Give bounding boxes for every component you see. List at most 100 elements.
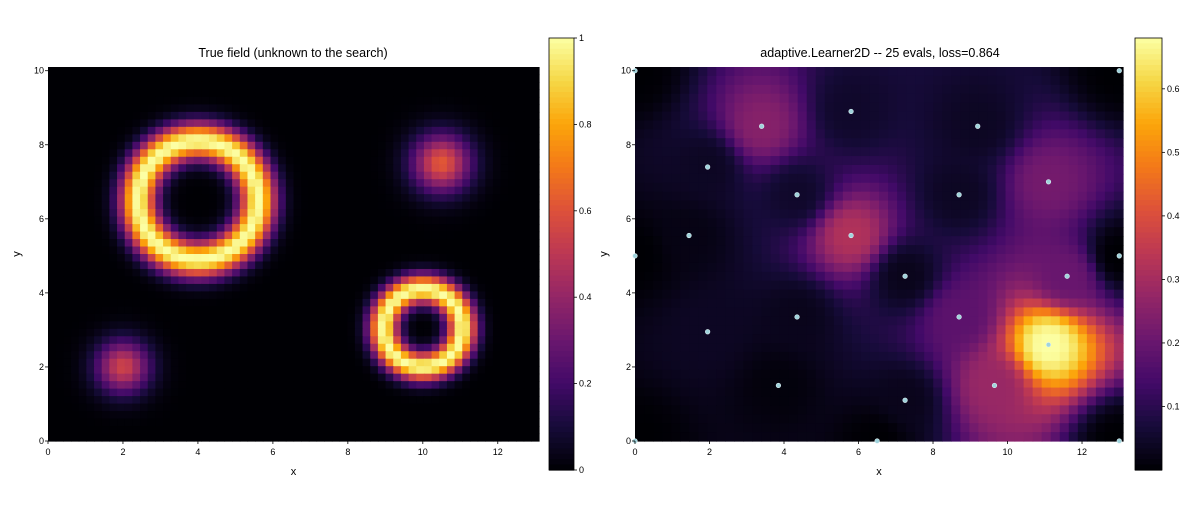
heatmap-cell <box>347 321 355 329</box>
heatmap-cell <box>148 149 156 157</box>
heatmap-cell <box>951 156 961 166</box>
colorbar-step <box>549 421 574 427</box>
heatmap-cell <box>439 359 447 367</box>
heatmap-cell <box>63 209 71 217</box>
heatmap-cell <box>478 359 486 367</box>
heatmap-cell <box>148 224 156 232</box>
heatmap-cell <box>644 112 654 122</box>
heatmap-cell <box>716 156 726 166</box>
heatmap-cell <box>1006 85 1016 95</box>
heatmap-cell <box>393 119 401 127</box>
heatmap-cell <box>1033 281 1043 291</box>
heatmap-cell <box>56 187 64 195</box>
heatmap-cell <box>224 157 232 165</box>
heatmap-cell <box>432 239 440 247</box>
heatmap-cell <box>263 291 271 299</box>
heatmap-cell <box>516 89 524 97</box>
heatmap-cell <box>117 284 125 292</box>
heatmap-cell <box>56 359 64 367</box>
heatmap-cell <box>807 209 817 219</box>
heatmap-cell <box>653 94 663 104</box>
heatmap-cell <box>186 366 194 374</box>
heatmap-cell <box>286 179 294 187</box>
heatmap-cell <box>996 316 1006 326</box>
heatmap-cell <box>56 419 64 427</box>
heatmap-cell <box>816 263 826 273</box>
heatmap-cell <box>240 202 248 210</box>
heatmap-cell <box>247 396 255 404</box>
heatmap-cell <box>707 183 717 193</box>
heatmap-cell <box>524 119 532 127</box>
heatmap-cell <box>653 201 663 211</box>
heatmap-cell <box>301 396 309 404</box>
heatmap-cell <box>186 217 194 225</box>
heatmap-cell <box>653 316 663 326</box>
heatmap-cell <box>485 82 493 90</box>
heatmap-cell <box>125 291 133 299</box>
heatmap-cell <box>1060 254 1070 264</box>
heatmap-cell <box>644 174 654 184</box>
heatmap-cell <box>671 201 681 211</box>
heatmap-cell <box>439 269 447 277</box>
heatmap-cell <box>978 290 988 300</box>
heatmap-cell <box>71 434 79 442</box>
colorbar-step <box>549 189 574 195</box>
heatmap-cell <box>317 419 325 427</box>
heatmap-cell <box>780 94 790 104</box>
heatmap-cell <box>888 192 898 202</box>
heatmap-cell <box>861 218 871 228</box>
heatmap-cell <box>324 247 332 255</box>
heatmap-cell <box>63 119 71 127</box>
heatmap-cell <box>439 247 447 255</box>
heatmap-cell <box>524 381 532 389</box>
heatmap-cell <box>294 321 302 329</box>
heatmap-cell <box>644 316 654 326</box>
heatmap-cell <box>301 194 309 202</box>
heatmap-cell <box>332 396 340 404</box>
heatmap-cell <box>201 404 209 412</box>
heatmap-cell <box>725 209 735 219</box>
heatmap-cell <box>1096 245 1106 255</box>
heatmap-cell <box>978 183 988 193</box>
heatmap-cell <box>716 281 726 291</box>
heatmap-cell <box>309 172 317 180</box>
heatmap-cell <box>671 174 681 184</box>
heatmap-cell <box>79 254 87 262</box>
heatmap-cell <box>370 232 378 240</box>
heatmap-cell <box>969 263 979 273</box>
heatmap-cell <box>951 103 961 113</box>
heatmap-cell <box>71 419 79 427</box>
heatmap-cell <box>125 254 133 262</box>
heatmap-cell <box>363 291 371 299</box>
heatmap-cell <box>924 138 934 148</box>
colorbar-step <box>549 427 574 433</box>
heatmap-cell <box>286 366 294 374</box>
heatmap-cell <box>478 336 486 344</box>
heatmap-cell <box>148 276 156 284</box>
heatmap-cell <box>942 85 952 95</box>
heatmap-cell <box>789 218 799 228</box>
heatmap-cell <box>63 89 71 97</box>
heatmap-cell <box>780 316 790 326</box>
heatmap-cell <box>816 218 826 228</box>
heatmap-cell <box>301 232 309 240</box>
heatmap-cell <box>501 142 509 150</box>
heatmap-cell <box>240 67 248 75</box>
heatmap-cell <box>209 419 217 427</box>
heatmap-cell <box>232 419 240 427</box>
heatmap-cell <box>942 183 952 193</box>
heatmap-cell <box>462 419 470 427</box>
heatmap-cell <box>1051 227 1061 237</box>
heatmap-cell <box>424 187 432 195</box>
heatmap-cell <box>816 94 826 104</box>
heatmap-cell <box>698 112 708 122</box>
heatmap-cell <box>478 404 486 412</box>
heatmap-cell <box>780 299 790 309</box>
heatmap-cell <box>125 381 133 389</box>
heatmap-cell <box>1060 316 1070 326</box>
heatmap-cell <box>309 239 317 247</box>
heatmap-cell <box>996 334 1006 344</box>
heatmap-cell <box>378 82 386 90</box>
heatmap-cell <box>951 94 961 104</box>
heatmap-cell <box>1051 272 1061 282</box>
